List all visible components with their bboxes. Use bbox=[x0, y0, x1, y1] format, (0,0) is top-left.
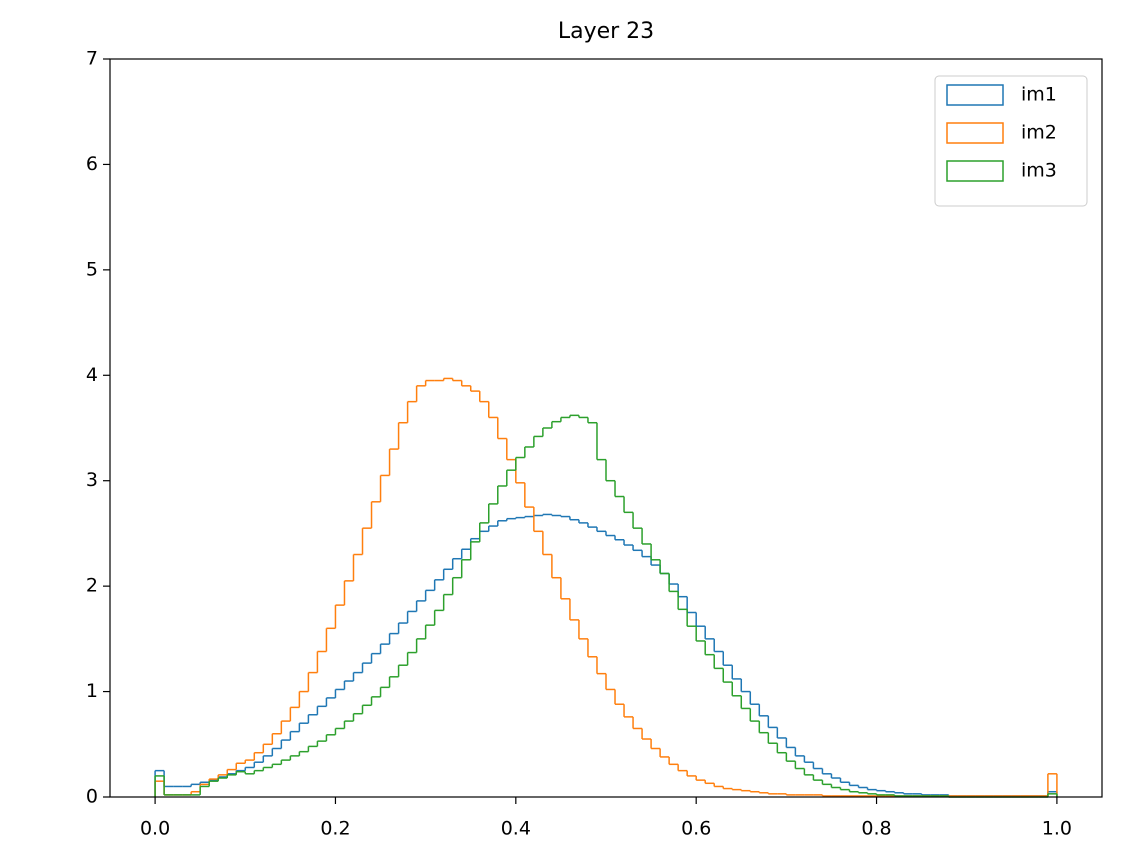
chart-title: Layer 23 bbox=[558, 19, 654, 44]
legend-swatch bbox=[946, 160, 1004, 182]
legend-label: im2 bbox=[1021, 122, 1057, 144]
legend-box bbox=[934, 75, 1088, 207]
x-tick-label: 0.6 bbox=[681, 818, 711, 840]
y-tick-label: 3 bbox=[86, 469, 98, 491]
legend-label: im3 bbox=[1021, 160, 1057, 182]
y-tick-label: 5 bbox=[86, 258, 98, 280]
y-tick-label: 6 bbox=[86, 153, 98, 175]
x-tick-label: 0.4 bbox=[501, 818, 531, 840]
legend-label: im1 bbox=[1021, 84, 1057, 106]
x-tick-label: 0.0 bbox=[140, 818, 170, 840]
x-tick-label: 0.2 bbox=[320, 818, 350, 840]
x-tick-label: 1.0 bbox=[1042, 818, 1072, 840]
y-tick-label: 2 bbox=[86, 575, 98, 597]
plot-frame bbox=[109, 58, 1103, 798]
histogram-series bbox=[154, 513, 1058, 797]
y-tick-label: 7 bbox=[86, 48, 98, 70]
y-tick-label: 0 bbox=[86, 786, 98, 808]
legend-swatch bbox=[946, 84, 1004, 106]
x-tick-label: 0.8 bbox=[861, 818, 891, 840]
y-tick-label: 1 bbox=[86, 680, 98, 702]
legend-swatch bbox=[946, 122, 1004, 144]
y-tick-label: 4 bbox=[86, 364, 98, 386]
